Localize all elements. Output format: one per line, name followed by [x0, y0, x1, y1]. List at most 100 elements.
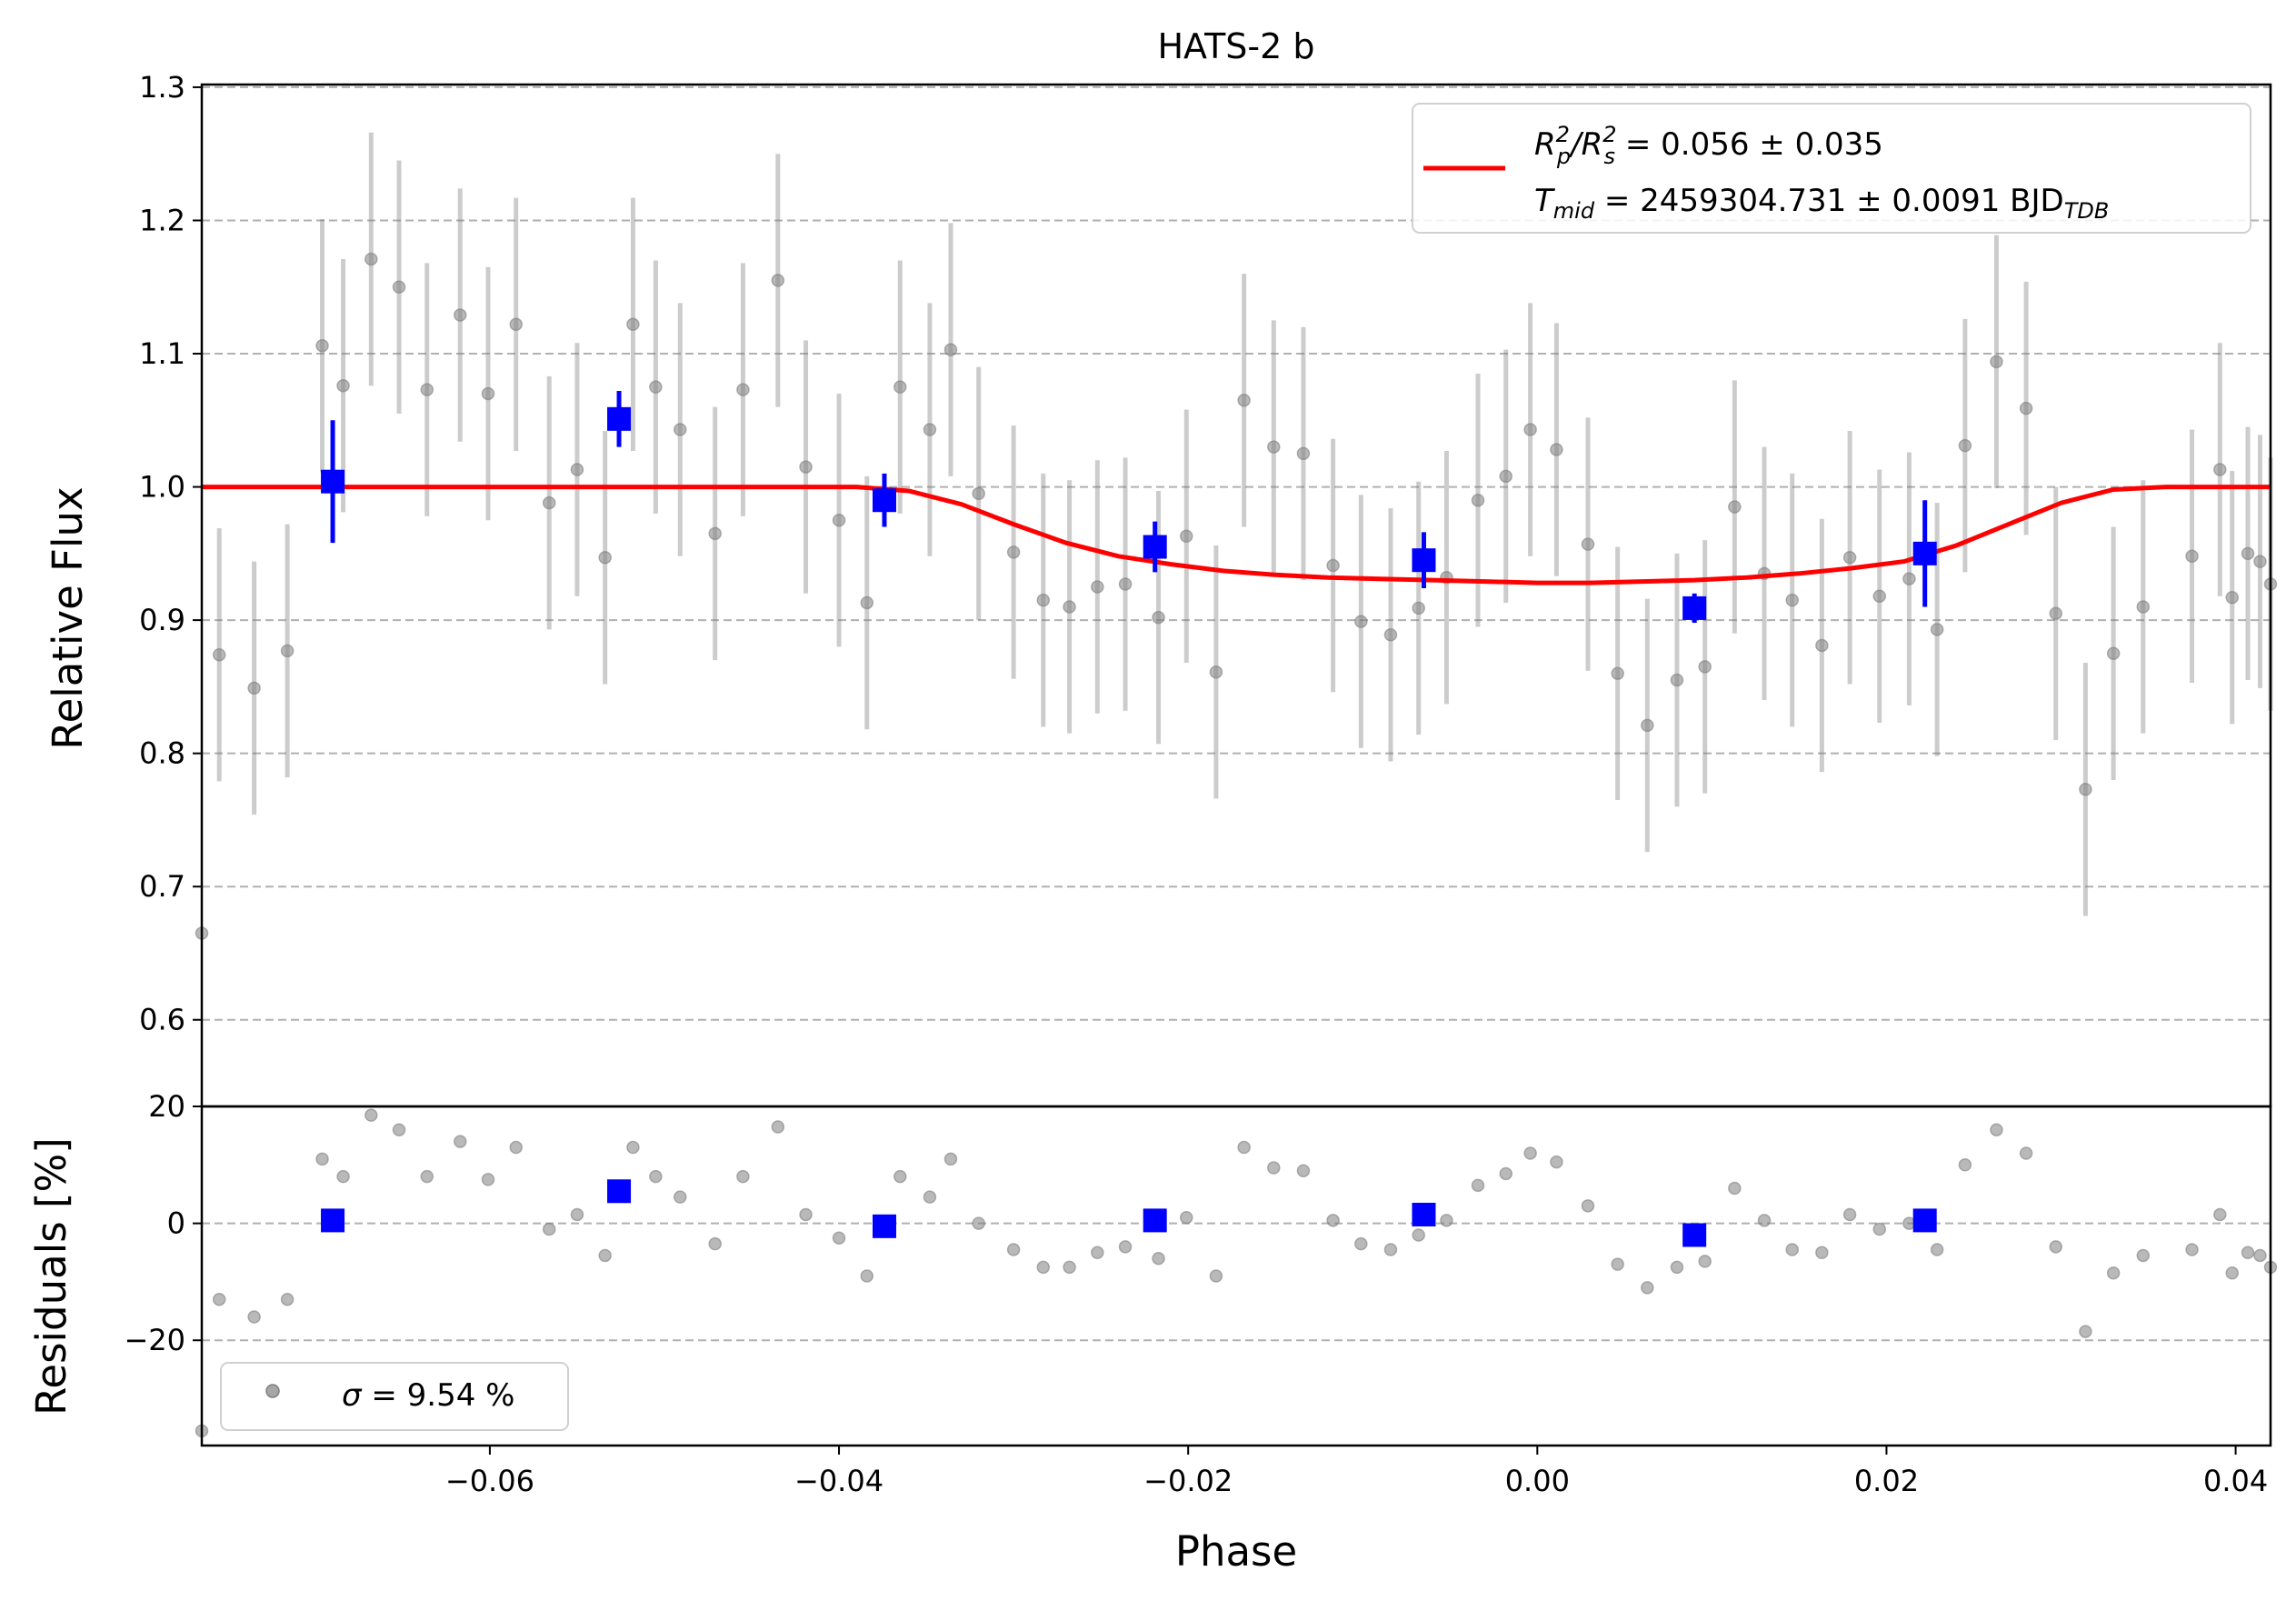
flux-y-tick-label: 0.8 [139, 736, 185, 771]
flux-raw-point [420, 383, 434, 396]
residual-raw-point [481, 1173, 495, 1186]
residual-raw-point [1118, 1240, 1133, 1254]
flux-raw-point [280, 644, 294, 658]
residual-raw-point [1326, 1214, 1340, 1227]
flux-raw-point [2019, 401, 2033, 415]
flux-binned-point [1912, 541, 1937, 565]
flux-raw-point [943, 343, 958, 356]
residual-raw-point [2079, 1325, 2092, 1338]
residual-raw-point [2049, 1240, 2063, 1254]
phase-x-tick-label: 0.04 [2203, 1464, 2268, 1498]
residual-y-tick-label: 0 [167, 1206, 185, 1241]
residual-raw-point [1523, 1146, 1537, 1160]
residual-raw-point [598, 1248, 612, 1263]
flux-raw-point [392, 280, 406, 294]
residual-raw-point [1499, 1166, 1512, 1181]
residual-raw-point [1036, 1260, 1051, 1275]
flux-raw-point [1785, 593, 1799, 607]
residual-raw-point [1815, 1246, 1829, 1260]
flux-raw-point [1990, 355, 2003, 369]
residual-binned-point [1143, 1208, 1167, 1233]
flux-raw-point [923, 423, 937, 436]
residual-raw-point [832, 1231, 846, 1245]
flux-raw-point [1641, 718, 1654, 733]
residual-raw-point [1091, 1246, 1104, 1260]
flux-raw-point [626, 317, 640, 332]
flux-raw-point [736, 383, 750, 396]
residual-binned-point [872, 1214, 896, 1238]
residual-raw-point [420, 1169, 434, 1184]
flux-raw-point [2106, 646, 2121, 660]
residual-raw-point [1006, 1243, 1021, 1256]
residual-raw-point [1757, 1214, 1772, 1227]
flux-raw-point [1611, 666, 1624, 680]
phase-x-tick-label: 0.00 [1505, 1464, 1570, 1498]
residual-raw-point [1581, 1199, 1595, 1213]
residual-raw-point [771, 1120, 785, 1134]
phase-x-tick-label: −0.06 [445, 1464, 534, 1498]
flux-raw-point [1698, 660, 1712, 674]
flux-raw-point [542, 495, 556, 510]
flux-raw-point [1523, 423, 1537, 436]
residual-raw-point [708, 1236, 722, 1251]
residual-raw-point [1550, 1155, 1563, 1169]
flux-raw-point [1267, 440, 1281, 454]
residual-raw-point [1237, 1140, 1251, 1155]
residual-raw-point [2241, 1246, 2255, 1260]
residual-legend-box [220, 1362, 569, 1431]
residual-raw-point [674, 1190, 687, 1204]
residual-binned-point [1682, 1223, 1707, 1247]
residual-raw-point [799, 1207, 813, 1222]
legend-r-sub1: p [1556, 144, 1571, 169]
legend-tmid: Tmid = 2459304.731 ± 0.0091 BJDTDB [1534, 183, 2109, 224]
residual-raw-point [2136, 1248, 2151, 1263]
flux-raw-point [1499, 469, 1512, 484]
flux-raw-point [1930, 623, 1944, 636]
residual-raw-point [1698, 1255, 1712, 1268]
flux-raw-point [1063, 600, 1076, 614]
legend-r-mid: /R [1568, 126, 1602, 163]
flux-y-tick-label: 1.3 [139, 70, 185, 105]
phase-x-tick-label: −0.04 [794, 1464, 883, 1498]
residual-raw-point [2225, 1266, 2239, 1280]
legend-radius-ratio: R2 p/R2 s = 0.056 ± 0.035 [1534, 122, 1883, 169]
flux-raw-point [2253, 555, 2267, 568]
flux-raw-point [1815, 638, 1829, 653]
flux-raw-point [1237, 394, 1251, 407]
flux-legend-box [1412, 103, 2251, 234]
flux-raw-point [364, 252, 378, 266]
residual-binned-point [1412, 1202, 1436, 1226]
residual-y-ticks: −20 0 20 [124, 1089, 202, 1357]
flux-raw-point [799, 460, 813, 474]
residual-raw-point [2213, 1207, 2227, 1222]
flux-raw-point [1152, 610, 1165, 625]
residual-raw-point [2253, 1248, 2267, 1263]
flux-raw-point [2225, 590, 2239, 605]
residual-raw-point [860, 1269, 874, 1283]
flux-raw-point [212, 647, 226, 662]
residual-raw-point [1180, 1210, 1193, 1225]
flux-raw-point [1412, 601, 1425, 615]
residual-raw-point [736, 1169, 750, 1184]
flux-raw-points [195, 252, 2278, 940]
residual-raw-point [247, 1310, 261, 1324]
flux-raw-point [893, 380, 907, 394]
flux-raw-point [1550, 443, 1563, 456]
residual-raw-point [280, 1292, 294, 1306]
flux-raw-point [1180, 529, 1193, 544]
flux-y-tick-label: 0.7 [139, 869, 185, 904]
flux-binned-point [321, 469, 345, 494]
residual-raw-point [1728, 1181, 1742, 1196]
flux-raw-point [2213, 463, 2227, 476]
residual-raw-point [2106, 1266, 2121, 1280]
flux-y-tick-label: 1.0 [139, 470, 185, 505]
flux-raw-point [336, 378, 350, 393]
residual-raw-point [626, 1140, 640, 1155]
flux-y-tick-label: 0.9 [139, 603, 185, 637]
residual-y-tick-label: 20 [148, 1089, 185, 1124]
residual-raw-point [1296, 1164, 1311, 1177]
phase-x-tick-label: −0.02 [1143, 1464, 1233, 1498]
flux-raw-point [771, 274, 785, 287]
flux-raw-point [1902, 572, 1916, 585]
